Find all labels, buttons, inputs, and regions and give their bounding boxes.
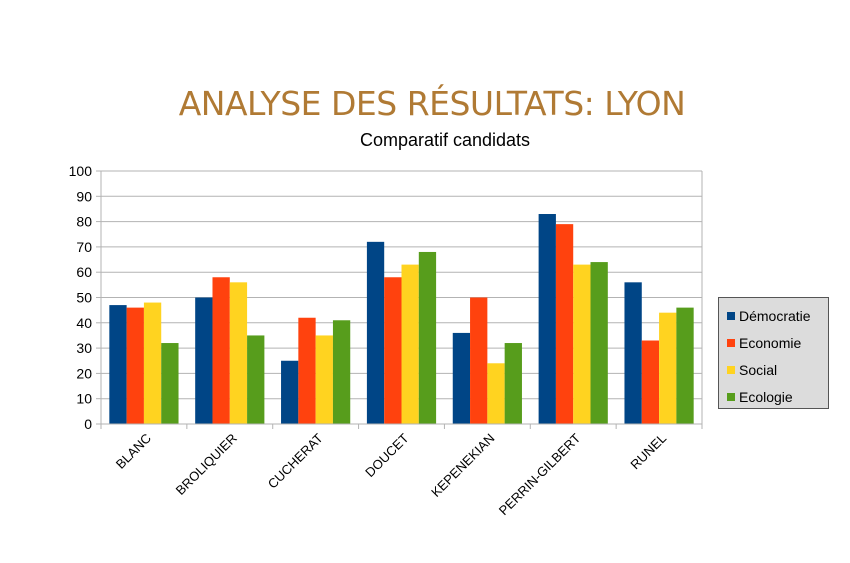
bar [281, 360, 299, 424]
y-tick-label: 0 [84, 416, 92, 432]
y-tick-label: 80 [76, 214, 92, 230]
bar [195, 297, 213, 424]
bar [109, 305, 127, 424]
y-tick-label: 90 [76, 188, 92, 204]
legend-label: Economie [739, 334, 802, 351]
bar [332, 320, 351, 424]
y-tick-label: 20 [76, 365, 92, 381]
bar [384, 277, 402, 424]
x-tick-label: KEPENEKIAN [428, 431, 497, 500]
bar [229, 282, 248, 424]
slide-title: ANALYSE DES RÉSULTATS: LYON [178, 84, 686, 123]
y-tick-label: 100 [69, 163, 93, 179]
legend-item: Economie [727, 329, 828, 356]
bar [487, 363, 505, 424]
legend-item: Démocratie [727, 302, 828, 329]
bar [298, 317, 316, 424]
bar [366, 241, 385, 424]
x-tick-label: DOUCET [362, 430, 411, 479]
legend-item: Ecologie [727, 383, 828, 410]
legend-swatch [727, 365, 735, 374]
y-tick-labels: 0 10 20 30 40 50 60 70 80 90 100 [69, 163, 93, 432]
legend-swatch [727, 311, 735, 320]
x-tick-label: CUCHERAT [265, 430, 326, 491]
bar [538, 214, 556, 424]
bar [143, 302, 162, 424]
legend-label: Démocratie [739, 307, 811, 324]
bar [418, 251, 437, 424]
y-tick-label: 70 [76, 239, 92, 255]
bar [401, 264, 419, 424]
y-tick-label: 30 [76, 340, 92, 356]
legend-item: Social [727, 356, 828, 383]
x-tick-label: BLANC [113, 431, 154, 472]
y-tick-label: 50 [76, 290, 92, 306]
bar [555, 224, 574, 424]
bar [470, 297, 488, 424]
legend-label: Ecologie [739, 388, 793, 405]
bar [641, 340, 660, 424]
chart-title: Comparatif candidats [359, 130, 531, 150]
x-tick-labels: BLANC BROLIQUIER CUCHERAT DOUCET KEPENEKIANP… [113, 430, 669, 518]
bar [315, 335, 333, 424]
legend-label: Social [739, 361, 778, 378]
bar [504, 343, 522, 424]
y-tick-label: 40 [76, 315, 92, 331]
axes [96, 170, 703, 429]
legend: Démocratie Economie Social Ecologie [718, 297, 829, 409]
bars [109, 214, 694, 424]
bar [573, 264, 591, 424]
bar [676, 307, 694, 424]
bar [659, 312, 677, 424]
bar [452, 332, 471, 424]
bar [247, 335, 265, 424]
bar [212, 277, 230, 424]
y-tick-label: 10 [76, 391, 92, 407]
bar [624, 282, 642, 424]
legend-swatch [727, 338, 735, 347]
bar [126, 307, 144, 424]
y-tick-label: 60 [76, 264, 92, 280]
x-tick-label: RUNEL [627, 431, 669, 473]
bar [590, 262, 608, 424]
bar [161, 343, 179, 424]
x-tick-label: BROLIQUIER [173, 431, 240, 498]
x-tick-label: PERRIN-GILBERT [496, 430, 584, 518]
legend-swatch [727, 392, 735, 401]
